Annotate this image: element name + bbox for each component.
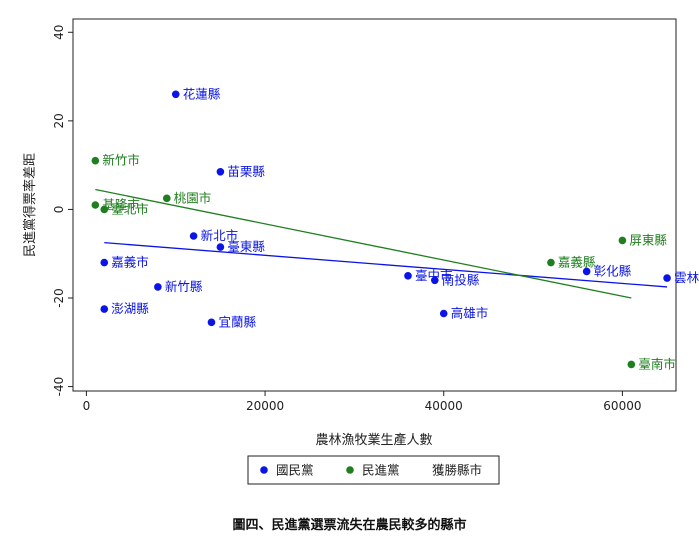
data-point: [100, 258, 109, 267]
legend-box: [247, 455, 500, 485]
data-point: [663, 274, 671, 282]
y-tick-label: 0: [52, 206, 66, 214]
data-point: [216, 243, 225, 251]
point-label: 雲林縣: [674, 270, 699, 285]
point-label: 臺南市: [638, 356, 676, 371]
legend-label: 民進黨: [362, 463, 400, 478]
legend-marker: [260, 466, 268, 474]
data-point: [207, 318, 216, 327]
data-point: [216, 167, 225, 176]
data-point: [431, 276, 439, 285]
data-point: [582, 267, 591, 276]
point-label: 澎湖縣: [111, 301, 149, 316]
data-point: [627, 360, 636, 369]
data-point: [189, 232, 198, 240]
y-tick-label: 40: [52, 25, 66, 40]
point-label: 基隆市: [102, 197, 140, 212]
point-label: 花蓮縣: [183, 86, 221, 101]
point-label: 臺中市: [415, 268, 453, 283]
fit-line-1: [95, 188, 632, 299]
point-label: 新北市: [201, 228, 239, 243]
y-tick-label: 20: [52, 113, 66, 128]
data-point: [404, 272, 412, 280]
plot-frame: [72, 18, 677, 392]
point-label: 高雄市: [451, 306, 489, 321]
legend-marker: [346, 466, 354, 474]
data-point: [547, 258, 555, 267]
data-point: [91, 201, 100, 209]
point-label: 嘉義縣: [558, 255, 596, 270]
legend: 國民黨 民進黨 獲勝縣市: [247, 455, 500, 485]
fit-line-0: [104, 241, 668, 288]
x-tick-label: 20000: [246, 399, 284, 413]
x-tick-label: 40000: [425, 399, 463, 413]
legend-label: 國民黨: [276, 463, 314, 478]
data-point: [154, 283, 162, 291]
data-point: [100, 305, 109, 313]
point-label: 新竹市: [102, 153, 140, 168]
point-label: 桃園市: [174, 190, 212, 205]
x-tick-label: 0: [83, 399, 91, 413]
data-point: [171, 90, 180, 99]
point-label: 臺東縣: [227, 239, 265, 254]
point-label: 宜蘭縣: [218, 314, 256, 329]
point-label: 苗栗縣: [227, 164, 265, 179]
legend-label: 獲勝縣市: [432, 463, 482, 478]
figure-caption: 圖四、民進黨選票流失在農民較多的縣市: [232, 518, 467, 533]
data-point: [100, 205, 109, 214]
data-point: [163, 194, 171, 203]
y-axis-title: 民進黨得票率差距: [22, 153, 38, 257]
data-point: [91, 156, 100, 165]
point-label: 彰化縣: [594, 263, 632, 278]
data-point: [618, 236, 627, 245]
point-label: 嘉義市: [111, 255, 149, 270]
point-label: 臺北市: [111, 201, 149, 216]
data-point: [439, 309, 448, 318]
point-label: 南投縣: [442, 272, 480, 287]
point-label: 屏東縣: [629, 232, 667, 247]
x-tick-label: 60000: [603, 399, 641, 413]
point-label: 新竹縣: [165, 279, 203, 294]
fit-lines: [95, 188, 668, 299]
x-axis-title: 農林漁牧業生產人數: [315, 432, 432, 448]
y-tick-label: -20: [52, 288, 66, 308]
y-tick-label: -40: [52, 377, 66, 397]
axes: 0 20000 40000 60000 -40 -20 0 20 40: [52, 25, 641, 413]
